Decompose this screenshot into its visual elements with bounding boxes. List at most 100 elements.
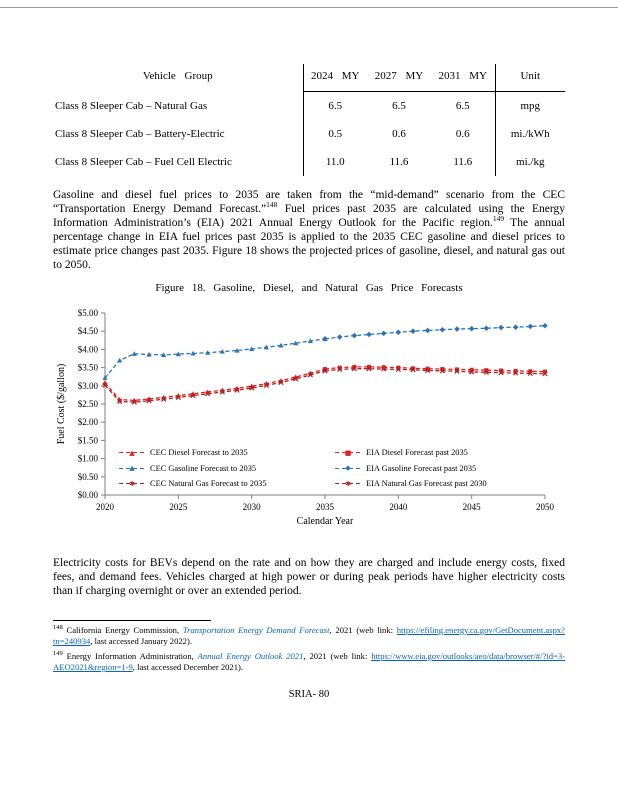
data-marker	[351, 366, 357, 372]
series-line-2	[104, 338, 326, 379]
data-marker	[161, 352, 167, 357]
y-axis-title: Fuel Cost ($/gallon)	[56, 364, 67, 445]
series-line-0	[104, 368, 326, 402]
footnote-ref-149: 149	[492, 214, 505, 224]
cell-2027-value: 6.5	[392, 100, 406, 112]
x-tick-label: 2040	[389, 502, 408, 512]
data-marker	[512, 324, 519, 330]
paragraph-text: Gasoline and diesel fuel prices to 2035 …	[53, 189, 565, 215]
series-line-3	[324, 325, 546, 340]
legend-label: EIA Diesel Forecast past 2035	[366, 448, 468, 458]
paragraph-text: Fuel prices past 2035 are calculated usi…	[53, 203, 565, 229]
legend-label: EIA Gasoline Forecast past 2035	[366, 463, 477, 473]
data-marker	[161, 396, 167, 402]
footnote-text: Energy Information Administration,	[62, 651, 198, 661]
legend-item-cec-natural-gas: ✱ CEC Natural Gas Forecast to 2035	[119, 476, 335, 492]
footnote-url-link[interactable]: https://www.eia.gov/outlooks/aeo/data/br…	[53, 651, 565, 672]
data-marker	[263, 382, 269, 389]
data-marker	[454, 326, 460, 332]
cell-2027-value: 11.6	[389, 156, 409, 168]
data-marker	[366, 331, 372, 338]
data-marker	[527, 370, 533, 377]
y-tick-label: $1.00	[78, 454, 99, 464]
data-marker	[249, 385, 255, 391]
y-tick-label: $5.00	[78, 308, 99, 318]
data-marker	[190, 350, 196, 356]
data-marker	[307, 338, 313, 344]
cell-unit: mi./kWh	[494, 120, 565, 148]
data-marker	[513, 370, 519, 376]
price-forecast-plot: $0.00 $0.50 $1.00 $1.50 $2.00 $2.50 $3.00 $3.50…	[56, 308, 555, 527]
legend-marker-cec-natural-gas: ✱	[119, 478, 145, 489]
data-marker	[499, 368, 503, 373]
data-marker	[484, 368, 489, 373]
footnote-link-title[interactable]: Annual Energy Outlook 2021	[197, 651, 304, 661]
footnote-number: 149	[53, 650, 63, 658]
data-marker	[425, 366, 430, 371]
data-marker	[278, 342, 284, 348]
data-marker	[469, 367, 474, 372]
data-marker	[175, 351, 181, 357]
footnote-ref-148: 148	[266, 200, 278, 210]
x-tick-label: 2030	[243, 502, 262, 512]
data-marker	[455, 367, 459, 372]
legend-item-eia-gasoline: ◆ EIA Gasoline Forecast past 2035	[335, 461, 551, 477]
y-tick-label: $2.00	[78, 417, 99, 427]
data-marker	[307, 372, 313, 378]
data-marker	[352, 364, 357, 369]
data-marker	[219, 389, 225, 395]
series-line-1	[324, 366, 546, 373]
data-marker	[175, 394, 181, 401]
data-marker	[440, 367, 445, 372]
data-marker	[366, 366, 372, 372]
cell-2031-value: 0.6	[455, 128, 470, 140]
data-marker	[396, 365, 401, 370]
chart-legend: ▲ CEC Diesel Forecast to 2035 ■ EIA Dies…	[119, 445, 551, 492]
y-tick-label: $3.00	[78, 381, 99, 391]
legend-item-eia-natural-gas: ✱ EIA Natural Gas Forecast past 2030	[335, 476, 551, 492]
legend-label: CEC Diesel Forecast to 2035	[150, 448, 248, 458]
data-marker	[322, 368, 328, 374]
data-marker	[322, 336, 328, 342]
cell-2024-value: 0.5	[302, 120, 367, 148]
x-tick-label: 2050	[536, 502, 555, 512]
cell-vehicle-group: Class 8 Sleeper Cab – Fuel Cell Electric	[55, 156, 232, 168]
data-marker	[293, 376, 299, 382]
header-2031-my: 2031 MY	[431, 64, 495, 92]
cell-2031-value: 11.6	[453, 156, 473, 168]
x-axis-title: Calendar Year	[297, 516, 354, 527]
data-marker	[234, 387, 240, 393]
data-marker	[219, 348, 225, 354]
footnote-text: , last accessed January 2022).	[90, 636, 192, 646]
paragraph-text: The annual percentage change in EIA fuel…	[53, 217, 565, 271]
footnote-url-link[interactable]: https://efiling.energy.ca.gov/GetDocumen…	[53, 625, 565, 646]
data-marker	[498, 370, 504, 376]
data-marker	[205, 391, 211, 397]
legend-marker-eia-diesel: ■	[335, 447, 361, 458]
data-marker	[395, 366, 401, 373]
legend-label: CEC Gasoline Forecast to 2035	[150, 463, 257, 473]
cell-2031-value: 6.5	[455, 100, 470, 112]
header-vehicle-group: Vehicle Group	[142, 70, 213, 83]
cell-2024-value: 6.5	[302, 91, 367, 120]
data-marker	[469, 369, 475, 375]
table-row-fuel-cell: Class 8 Sleeper Cab – Fuel Cell Electric…	[53, 148, 565, 176]
footnote-link-title[interactable]: Transportation Energy Demand Forecast	[182, 625, 330, 635]
footnote-148: 148 California Energy Commission, Transp…	[53, 624, 565, 647]
data-marker	[439, 326, 446, 333]
cell-unit: mpg	[494, 91, 565, 120]
data-marker	[381, 366, 387, 372]
data-marker	[263, 344, 269, 350]
data-marker	[337, 365, 342, 370]
data-marker	[468, 325, 475, 332]
header-2024-my: 2024 MY	[302, 64, 367, 92]
cell-unit: mi./kg	[494, 148, 565, 176]
table-row-natural-gas: Class 8 Sleeper Cab – Natural Gas 6.5 6.…	[53, 91, 565, 120]
data-marker	[483, 325, 490, 332]
data-marker	[454, 368, 460, 374]
data-marker	[543, 369, 547, 374]
y-tick-label: $2.50	[78, 399, 99, 409]
legend-marker-cec-gasoline: ▲	[119, 463, 145, 474]
y-tick-label: $3.50	[78, 363, 99, 373]
legend-marker-cec-diesel: ▲	[119, 447, 145, 458]
